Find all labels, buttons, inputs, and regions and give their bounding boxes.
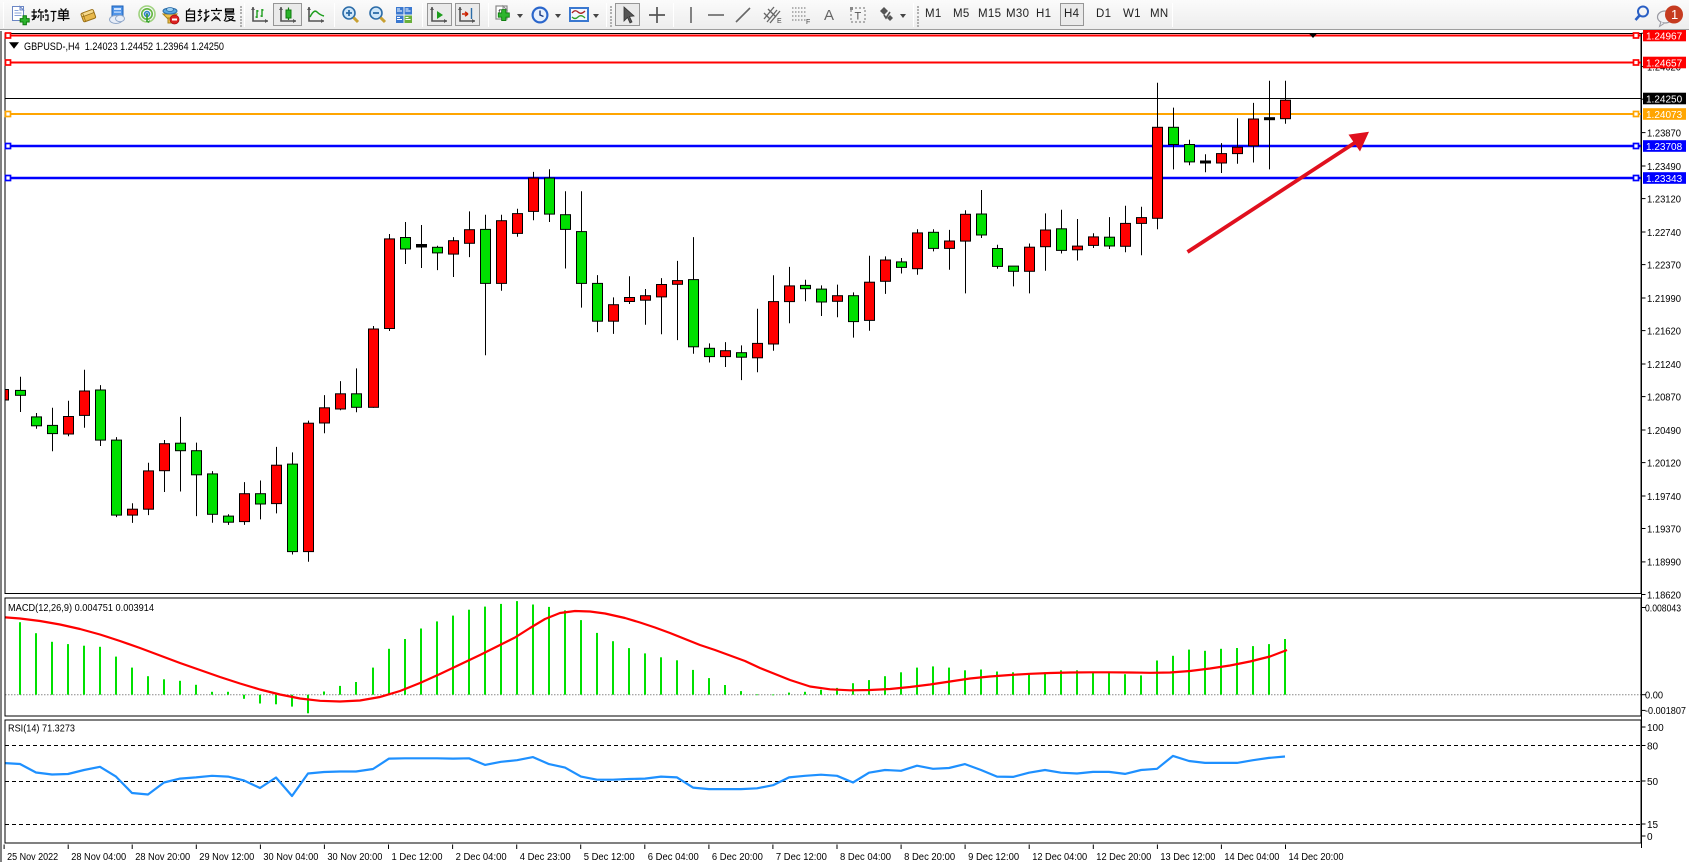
svg-text:30 Nov 20:00: 30 Nov 20:00 — [327, 852, 382, 863]
svg-text:1.19740: 1.19740 — [1647, 492, 1681, 503]
svg-text:1.23490: 1.23490 — [1647, 162, 1681, 173]
svg-text:1.20120: 1.20120 — [1647, 458, 1681, 469]
svg-text:12 Dec 20:00: 12 Dec 20:00 — [1096, 852, 1151, 863]
svg-text:1.21620: 1.21620 — [1647, 326, 1681, 337]
svg-text:1.23870: 1.23870 — [1647, 128, 1681, 139]
svg-text:1.24967: 1.24967 — [1646, 32, 1683, 43]
svg-text:1 Dec 12:00: 1 Dec 12:00 — [392, 852, 443, 863]
svg-text:1.24250: 1.24250 — [1646, 95, 1683, 106]
svg-text:9 Dec 12:00: 9 Dec 12:00 — [968, 852, 1019, 863]
svg-text:12 Dec 04:00: 12 Dec 04:00 — [1032, 852, 1087, 863]
svg-text:MACD(12,26,9) 0.004751 0.00391: MACD(12,26,9) 0.004751 0.003914 — [8, 602, 154, 614]
svg-text:1: 1 — [1671, 7, 1678, 22]
svg-text:15: 15 — [1647, 820, 1659, 831]
svg-text:5 Dec 12:00: 5 Dec 12:00 — [584, 852, 635, 863]
svg-text:28 Nov 04:00: 28 Nov 04:00 — [71, 852, 126, 863]
svg-text:RSI(14) 71.3273: RSI(14) 71.3273 — [8, 723, 75, 735]
svg-text:1.23343: 1.23343 — [1646, 174, 1683, 185]
svg-text:T: T — [855, 11, 862, 23]
svg-text:A: A — [824, 7, 834, 24]
svg-text:14 Dec 20:00: 14 Dec 20:00 — [1289, 852, 1344, 863]
svg-text:0.008043: 0.008043 — [1645, 603, 1681, 614]
svg-text:1.23120: 1.23120 — [1647, 194, 1681, 205]
svg-text:F: F — [806, 19, 810, 25]
svg-text:30 Nov 04:00: 30 Nov 04:00 — [263, 852, 318, 863]
svg-text:1.18620: 1.18620 — [1647, 590, 1681, 601]
svg-text:E: E — [777, 18, 782, 25]
svg-text:50: 50 — [1647, 777, 1659, 788]
svg-text:2 Dec 04:00: 2 Dec 04:00 — [456, 852, 507, 863]
svg-text:1.21990: 1.21990 — [1647, 294, 1681, 305]
svg-text:1.24657: 1.24657 — [1646, 59, 1683, 70]
svg-text:0.00: 0.00 — [1645, 691, 1663, 702]
svg-text:1.22740: 1.22740 — [1647, 228, 1681, 239]
svg-text:1.22370: 1.22370 — [1647, 260, 1681, 271]
svg-text:1.18990: 1.18990 — [1647, 558, 1681, 569]
svg-text:1.21240: 1.21240 — [1647, 360, 1681, 371]
svg-text:25 Nov 2022: 25 Nov 2022 — [7, 852, 58, 863]
svg-text:7 Dec 12:00: 7 Dec 12:00 — [776, 852, 827, 863]
svg-text:8 Dec 20:00: 8 Dec 20:00 — [904, 852, 955, 863]
svg-text:0: 0 — [1647, 832, 1653, 843]
svg-text:-0.001807: -0.001807 — [1645, 706, 1686, 717]
svg-text:1.23708: 1.23708 — [1646, 142, 1683, 153]
svg-text:1.19370: 1.19370 — [1647, 524, 1681, 535]
svg-text:28 Nov 20:00: 28 Nov 20:00 — [135, 852, 190, 863]
svg-text:1.20490: 1.20490 — [1647, 426, 1681, 437]
svg-text:1.20870: 1.20870 — [1647, 392, 1681, 403]
svg-text:80: 80 — [1647, 741, 1659, 752]
svg-text:4 Dec 23:00: 4 Dec 23:00 — [520, 852, 571, 863]
svg-text:6 Dec 04:00: 6 Dec 04:00 — [648, 852, 699, 863]
svg-text:13 Dec 12:00: 13 Dec 12:00 — [1160, 852, 1215, 863]
svg-text:8 Dec 04:00: 8 Dec 04:00 — [840, 852, 891, 863]
svg-text:100: 100 — [1647, 723, 1664, 734]
svg-text:14 Dec 04:00: 14 Dec 04:00 — [1224, 852, 1279, 863]
svg-text:29 Nov 12:00: 29 Nov 12:00 — [199, 852, 254, 863]
svg-text:GBPUSD-,H4 1.24023 1.24452 1.: GBPUSD-,H4 1.24023 1.24452 1.23964 1.242… — [24, 41, 224, 53]
svg-text:6 Dec 20:00: 6 Dec 20:00 — [712, 852, 763, 863]
svg-text:1.24073: 1.24073 — [1646, 110, 1683, 121]
